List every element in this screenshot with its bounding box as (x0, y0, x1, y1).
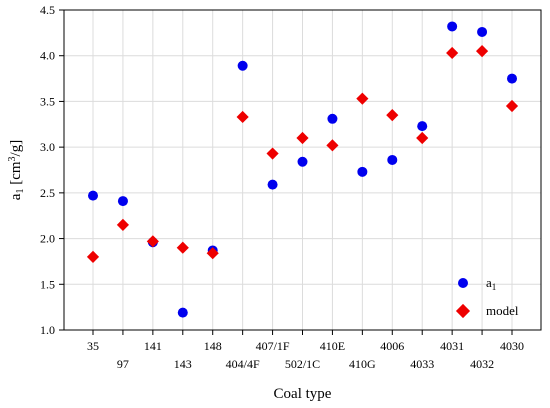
data-point-model (116, 218, 130, 231)
y-axis-title-symbol: a (8, 193, 24, 200)
data-point-a1 (88, 190, 98, 201)
data-point-a1 (117, 196, 128, 207)
y-tick-label: 2.5 (40, 186, 55, 200)
x-tick-label: 148 (204, 339, 222, 353)
x-tick-label: 143 (174, 357, 192, 371)
data-point-a1 (177, 307, 188, 318)
x-tick-label: 4006 (380, 339, 404, 353)
x-tick-label: 4031 (440, 339, 464, 353)
x-tick-label: 4032 (470, 357, 494, 371)
data-point-a1 (327, 113, 338, 124)
x-tick-label: 410G (349, 357, 376, 371)
y-axis-ticks: 1.0 1.5 2.0 2.5 3.0 3.5 4.0 4.5 (40, 3, 64, 337)
data-point-model (326, 139, 339, 152)
y-axis-title-unit-open: [cm (8, 161, 24, 188)
data-point-a1 (237, 60, 248, 71)
data-point-a1 (447, 21, 458, 32)
data-point-a1 (387, 154, 398, 165)
data-points (86, 21, 519, 318)
grid-lines (64, 9, 541, 331)
y-tick-label: 1.0 (40, 323, 55, 337)
data-point-model (296, 131, 309, 145)
y-tick-label: 3.0 (40, 140, 55, 154)
data-point-model (475, 45, 489, 58)
legend-label-a1: a1 (486, 275, 496, 292)
x-tick-label: 97 (117, 357, 129, 371)
x-tick-label: 4030 (500, 339, 524, 353)
legend-label-a1-subscript: 1 (492, 282, 497, 292)
y-axis-title-subscript: 1 (15, 189, 26, 194)
data-point-a1 (507, 73, 517, 84)
data-point-model (86, 250, 100, 263)
y-axis-title-unit-superscript: 3 (7, 156, 18, 161)
data-point-model (446, 46, 459, 60)
y-tick-label: 1.5 (40, 277, 55, 291)
data-point-model (146, 235, 159, 248)
y-tick-label: 4.5 (40, 3, 55, 17)
data-point-model (266, 147, 279, 160)
x-tick-label: 4033 (410, 357, 434, 371)
x-axis-title: Coal type (274, 386, 332, 402)
legend-label-a1-symbol: a (486, 275, 492, 290)
data-point-model (176, 241, 189, 254)
x-tick-label: 35 (87, 339, 99, 353)
data-point-a1 (297, 156, 308, 167)
data-point-model (236, 110, 249, 124)
legend-marker-a1 (458, 278, 468, 288)
data-point-a1 (357, 166, 368, 177)
data-point-a1 (267, 179, 278, 190)
x-tick-label: 404/4F (226, 357, 260, 371)
x-tick-label: 141 (144, 339, 162, 353)
x-tick-label: 502/1C (285, 357, 320, 371)
x-tick-label: 410E (320, 339, 345, 353)
y-axis-title: a1 [cm3/g] (7, 140, 26, 200)
data-point-model (416, 131, 429, 145)
x-tick-label: 407/1F (256, 339, 290, 353)
legend: a1 model (455, 275, 519, 319)
data-point-a1 (477, 26, 488, 37)
y-tick-label: 3.5 (40, 94, 55, 108)
data-point-model (356, 92, 369, 105)
y-tick-label: 4.0 (40, 49, 55, 63)
data-point-model (386, 109, 399, 122)
y-tick-label: 2.0 (40, 232, 55, 246)
legend-marker-model (455, 303, 471, 319)
legend-label-model: model (486, 303, 519, 318)
data-point-a1 (417, 121, 428, 132)
y-axis-title-unit-close: /g] (8, 140, 24, 157)
